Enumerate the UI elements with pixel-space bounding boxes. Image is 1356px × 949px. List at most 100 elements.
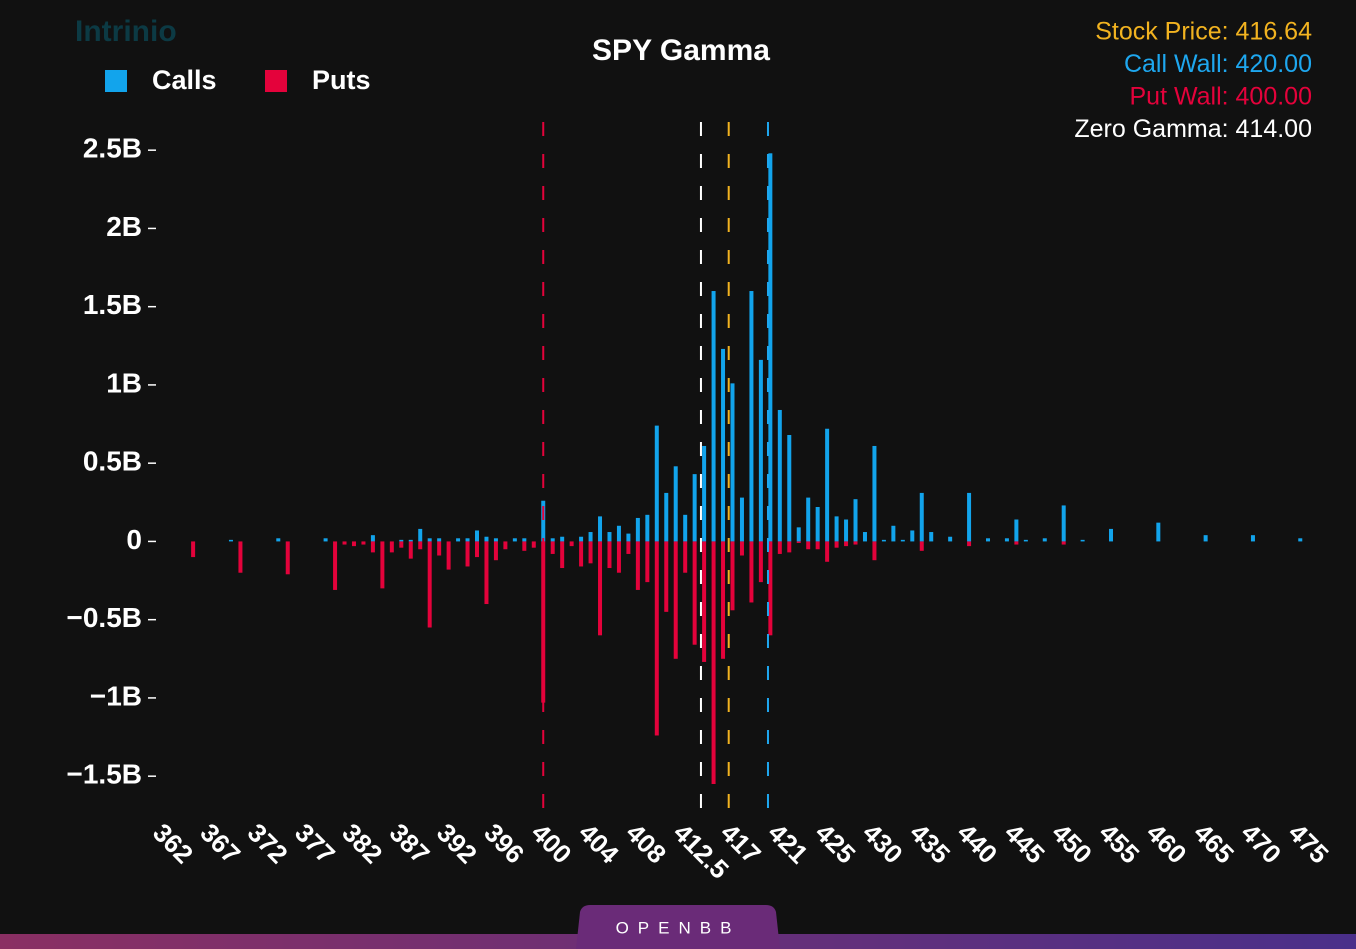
bar [1250,535,1255,542]
watermark: Intrinio [75,15,177,48]
legend-swatch [265,70,287,92]
bar [323,538,328,542]
bar [815,506,820,542]
bar [333,541,338,590]
bar [673,541,678,659]
bar [626,533,631,542]
bar [389,541,394,553]
chart-title: SPY Gamma [592,34,770,67]
bar [787,541,792,553]
bar [967,492,972,542]
bar [607,541,612,569]
y-tick-label: 1.5B [83,289,142,320]
bar [550,538,555,542]
bar [664,541,669,612]
bar [787,435,792,542]
bar [891,525,896,542]
bar [370,541,375,553]
footer-logo: OPENBB [616,918,741,937]
bar [635,517,640,542]
bar [484,541,489,605]
y-tick-label: −1B [90,680,142,711]
bar [522,541,527,551]
bar [616,541,621,573]
bar [531,541,536,548]
bar [834,541,839,548]
bar [796,527,801,542]
bar [399,541,404,548]
bar [985,538,990,542]
bar [550,541,555,554]
bar [777,541,782,554]
bar [853,499,858,542]
bar [408,539,413,542]
footer-tab [576,905,780,949]
bar [664,492,669,542]
bar [721,348,726,542]
bar [872,445,877,542]
annotation: Zero Gamma: 414.00 [1074,115,1312,143]
bar [758,359,763,542]
bar [361,541,366,545]
bar [721,541,726,659]
bar [427,538,432,542]
bar [493,538,498,542]
bar [654,541,659,736]
bar [645,541,650,583]
bar [598,541,603,636]
bar [777,409,782,542]
bar [702,541,707,662]
annotation: Call Wall: 420.00 [1124,50,1312,78]
bar [683,541,688,573]
annotation: Put Wall: 400.00 [1129,83,1312,111]
bar [285,541,290,575]
bar [191,541,196,558]
bar [560,541,565,569]
bar [796,541,801,543]
bar [635,541,640,590]
bar [588,541,593,564]
bar [834,516,839,542]
bar [1042,538,1047,542]
bar [768,541,773,636]
bar [702,445,707,542]
bar [522,538,527,542]
bar [853,541,858,545]
bar [862,532,867,542]
legend-label: Puts [312,65,371,95]
y-tick-label: 2B [106,211,142,242]
bar [1156,522,1161,542]
bar [228,539,233,542]
bar [1080,539,1085,542]
bar [645,514,650,542]
bar [1014,541,1019,545]
bar [370,535,375,542]
y-tick-label: 0 [126,524,142,555]
y-tick-label: −0.5B [67,602,143,633]
bar [437,538,442,542]
bar [475,530,480,542]
annotation: Stock Price: 416.64 [1095,18,1312,46]
legend-swatch [105,70,127,92]
bar [512,538,517,542]
bar [881,539,886,542]
bar [579,536,584,542]
bar [910,530,915,542]
bar [418,541,423,550]
bar [919,492,924,542]
bar [276,538,281,542]
y-tick-label: 1B [106,367,142,398]
bar [900,539,905,542]
bar [919,541,924,551]
bar [654,425,659,542]
y-tick-label: 2.5B [83,133,142,164]
bar [844,519,849,542]
bar [351,541,356,547]
bar [493,541,498,561]
bar [749,291,754,542]
bar [588,532,593,542]
bar [1061,541,1066,545]
bar [427,541,432,628]
bar [465,541,470,567]
